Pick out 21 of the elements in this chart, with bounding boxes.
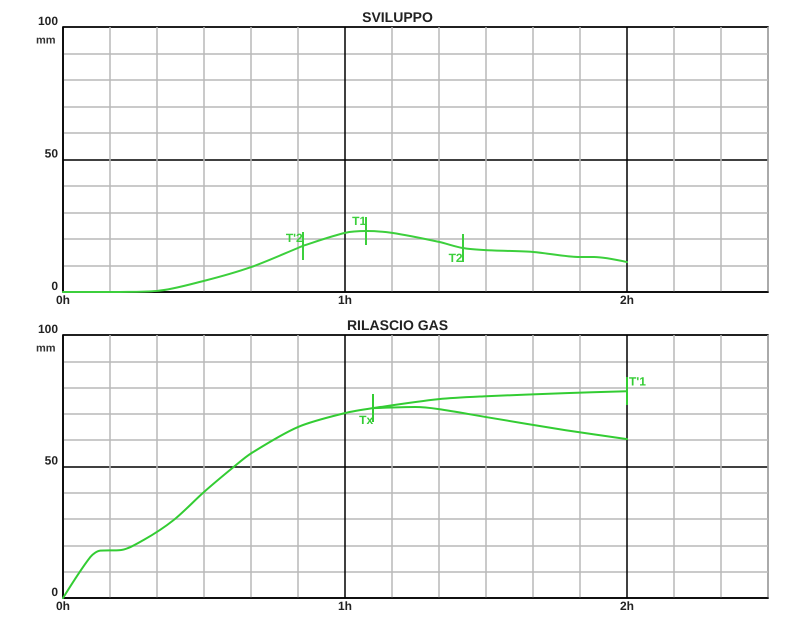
chart-title: SVILUPPO bbox=[362, 9, 434, 25]
chart-title: RILASCIO GAS bbox=[346, 317, 448, 333]
x-tick-label: 0h bbox=[56, 293, 70, 307]
x-tick-label: 2h bbox=[620, 599, 634, 613]
y-tick-label: 50 bbox=[44, 146, 58, 160]
annotation: T'2 bbox=[286, 230, 304, 245]
annotation: T'1 bbox=[629, 374, 646, 388]
y-tick-label: 0 bbox=[51, 279, 58, 293]
x-tick-label: 0h bbox=[56, 599, 70, 613]
y-tick-label: 50 bbox=[44, 454, 58, 468]
annotation: T1 bbox=[352, 214, 366, 228]
y-axis-title: mm bbox=[36, 34, 56, 46]
x-tick-label: 2h bbox=[620, 293, 634, 307]
x-tick-label: 1h bbox=[338, 293, 352, 307]
y-tick-label: 0 bbox=[51, 585, 58, 599]
annotation: Tx bbox=[359, 413, 374, 428]
y-tick-label: 100 bbox=[38, 322, 58, 336]
y-tick-label: 100 bbox=[38, 14, 58, 28]
y-axis-title: mm bbox=[36, 342, 56, 354]
x-tick-label: 1h bbox=[338, 599, 352, 613]
annotation: T2 bbox=[448, 251, 463, 266]
